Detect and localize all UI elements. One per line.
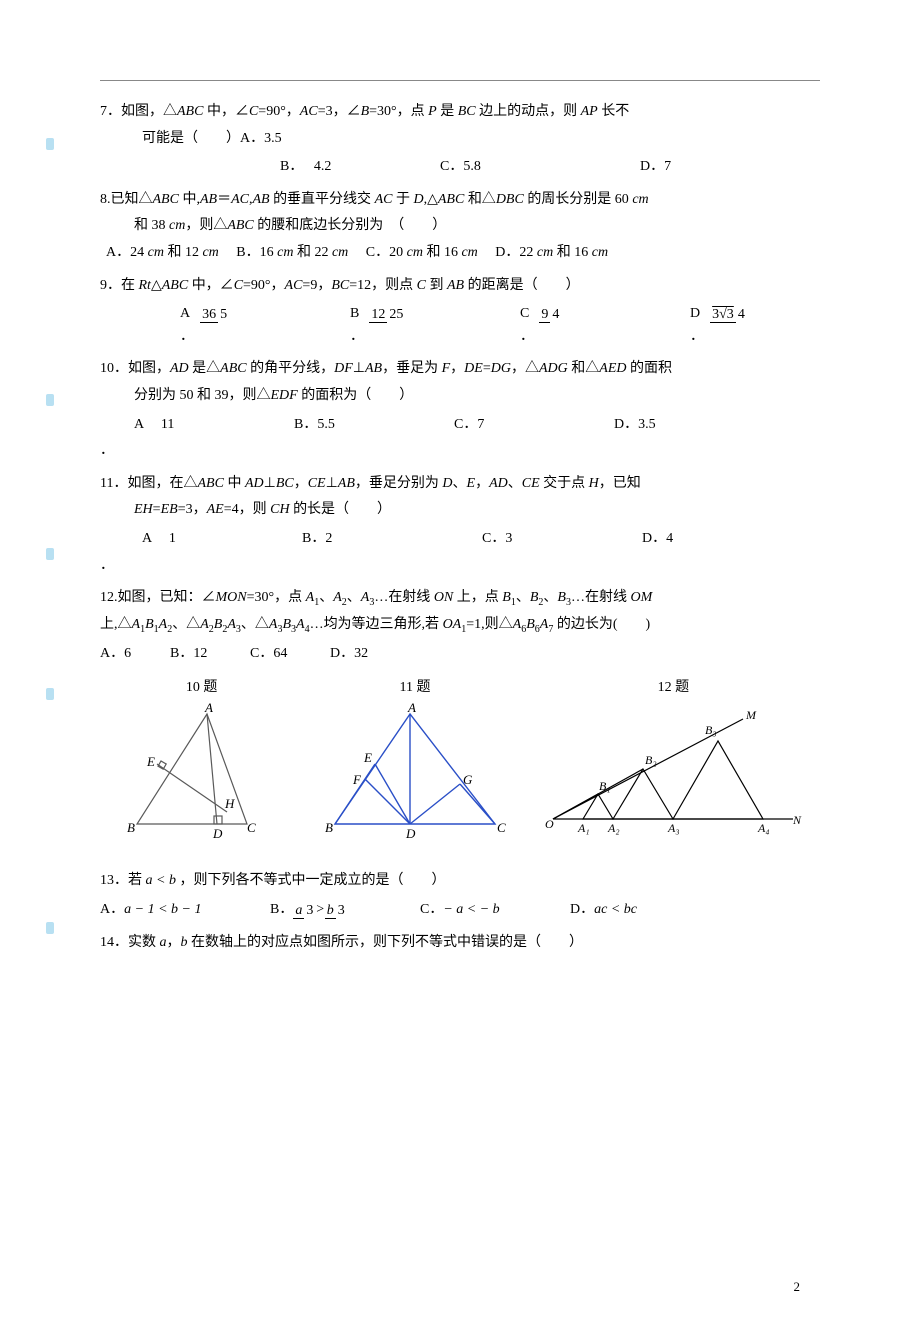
- svg-text:C: C: [247, 820, 256, 835]
- svg-text:E: E: [363, 750, 372, 765]
- svg-text:A₁: A₁: [577, 821, 590, 835]
- svg-text:C: C: [497, 820, 506, 835]
- svg-text:B: B: [325, 820, 333, 835]
- svg-text:A₄: A₄: [757, 821, 770, 835]
- question-11: 11．如图，在△ABC 中 AD⊥BC，CE⊥AB，垂足分别为 D、E，AD、C…: [100, 471, 820, 579]
- figure-12: 12 题 O M N A₁ A₂ A₃: [543, 675, 803, 854]
- svg-text:M: M: [745, 708, 757, 722]
- svg-text:F: F: [352, 772, 362, 787]
- svg-text:B₂: B₂: [645, 753, 657, 767]
- q7-line2: 可能是（ ）A．3.5: [100, 126, 820, 153]
- svg-text:B: B: [127, 820, 135, 835]
- svg-text:E: E: [146, 754, 155, 769]
- question-14: 14．实数 a，b 在数轴上的对应点如图所示，则下列不等式中错误的是（ ）: [100, 930, 820, 957]
- question-8: 8.已知△ABC 中,AB＝AC,AB 的垂直平分线交 AC 于 D,△ABC …: [100, 187, 820, 267]
- figure-10: 10 题 A B C D E H: [117, 675, 287, 854]
- svg-text:D: D: [405, 826, 416, 841]
- figure-11-svg: A B C D E F G: [320, 704, 510, 844]
- figure-11: 11 题 A B C D E F G: [320, 675, 510, 854]
- q7-opt-d: D．7: [640, 154, 671, 181]
- svg-text:G: G: [463, 772, 473, 787]
- side-marker-3: [46, 548, 54, 560]
- question-7: 7．如图，△ABC 中，∠C=90°，AC=3，∠B=30°，点 P 是 BC …: [100, 99, 820, 181]
- svg-text:A: A: [204, 700, 213, 715]
- question-13: 13．若 a < b ，则下列各不等式中一定成立的是（ ） A．a − 1 < …: [100, 868, 820, 923]
- q7-opt-c: C．5.8: [440, 154, 640, 181]
- q7-opt-b: B． 4.2: [280, 154, 440, 181]
- question-10: 10．如图，AD 是△ABC 的角平分线，DF⊥AB，垂足为 F，DE=DG，△…: [100, 356, 820, 464]
- svg-text:H: H: [224, 796, 235, 811]
- svg-text:B₁: B₁: [599, 779, 611, 793]
- svg-text:D: D: [212, 826, 223, 841]
- svg-text:A₃: A₃: [667, 821, 680, 835]
- figure-10-svg: A B C D E H: [117, 704, 287, 844]
- side-marker-4: [46, 688, 54, 700]
- question-9: 9．在 Rt△ABC 中，∠C=90°，AC=9，BC=12，则点 C 到 AB…: [100, 273, 820, 351]
- svg-text:N: N: [792, 813, 802, 827]
- figure-12-svg: O M N A₁ A₂ A₃ A₄ B₁ B₂ B₃: [543, 704, 803, 844]
- side-marker-2: [46, 394, 54, 406]
- page-number: 2: [794, 1275, 801, 1300]
- svg-text:A₂: A₂: [607, 821, 620, 835]
- svg-text:A: A: [407, 700, 416, 715]
- question-12: 12.如图，已知：∠MON=30°，点 A1、A2、A3…在射线 ON 上，点 …: [100, 585, 820, 667]
- side-marker-5: [46, 922, 54, 934]
- svg-text:O: O: [545, 817, 554, 831]
- side-marker-1: [46, 138, 54, 150]
- svg-text:B₃: B₃: [705, 723, 717, 737]
- header-divider: [100, 80, 820, 81]
- figure-row: 10 题 A B C D E H 11: [100, 675, 820, 854]
- q7-text: 7．如图，△: [100, 104, 177, 119]
